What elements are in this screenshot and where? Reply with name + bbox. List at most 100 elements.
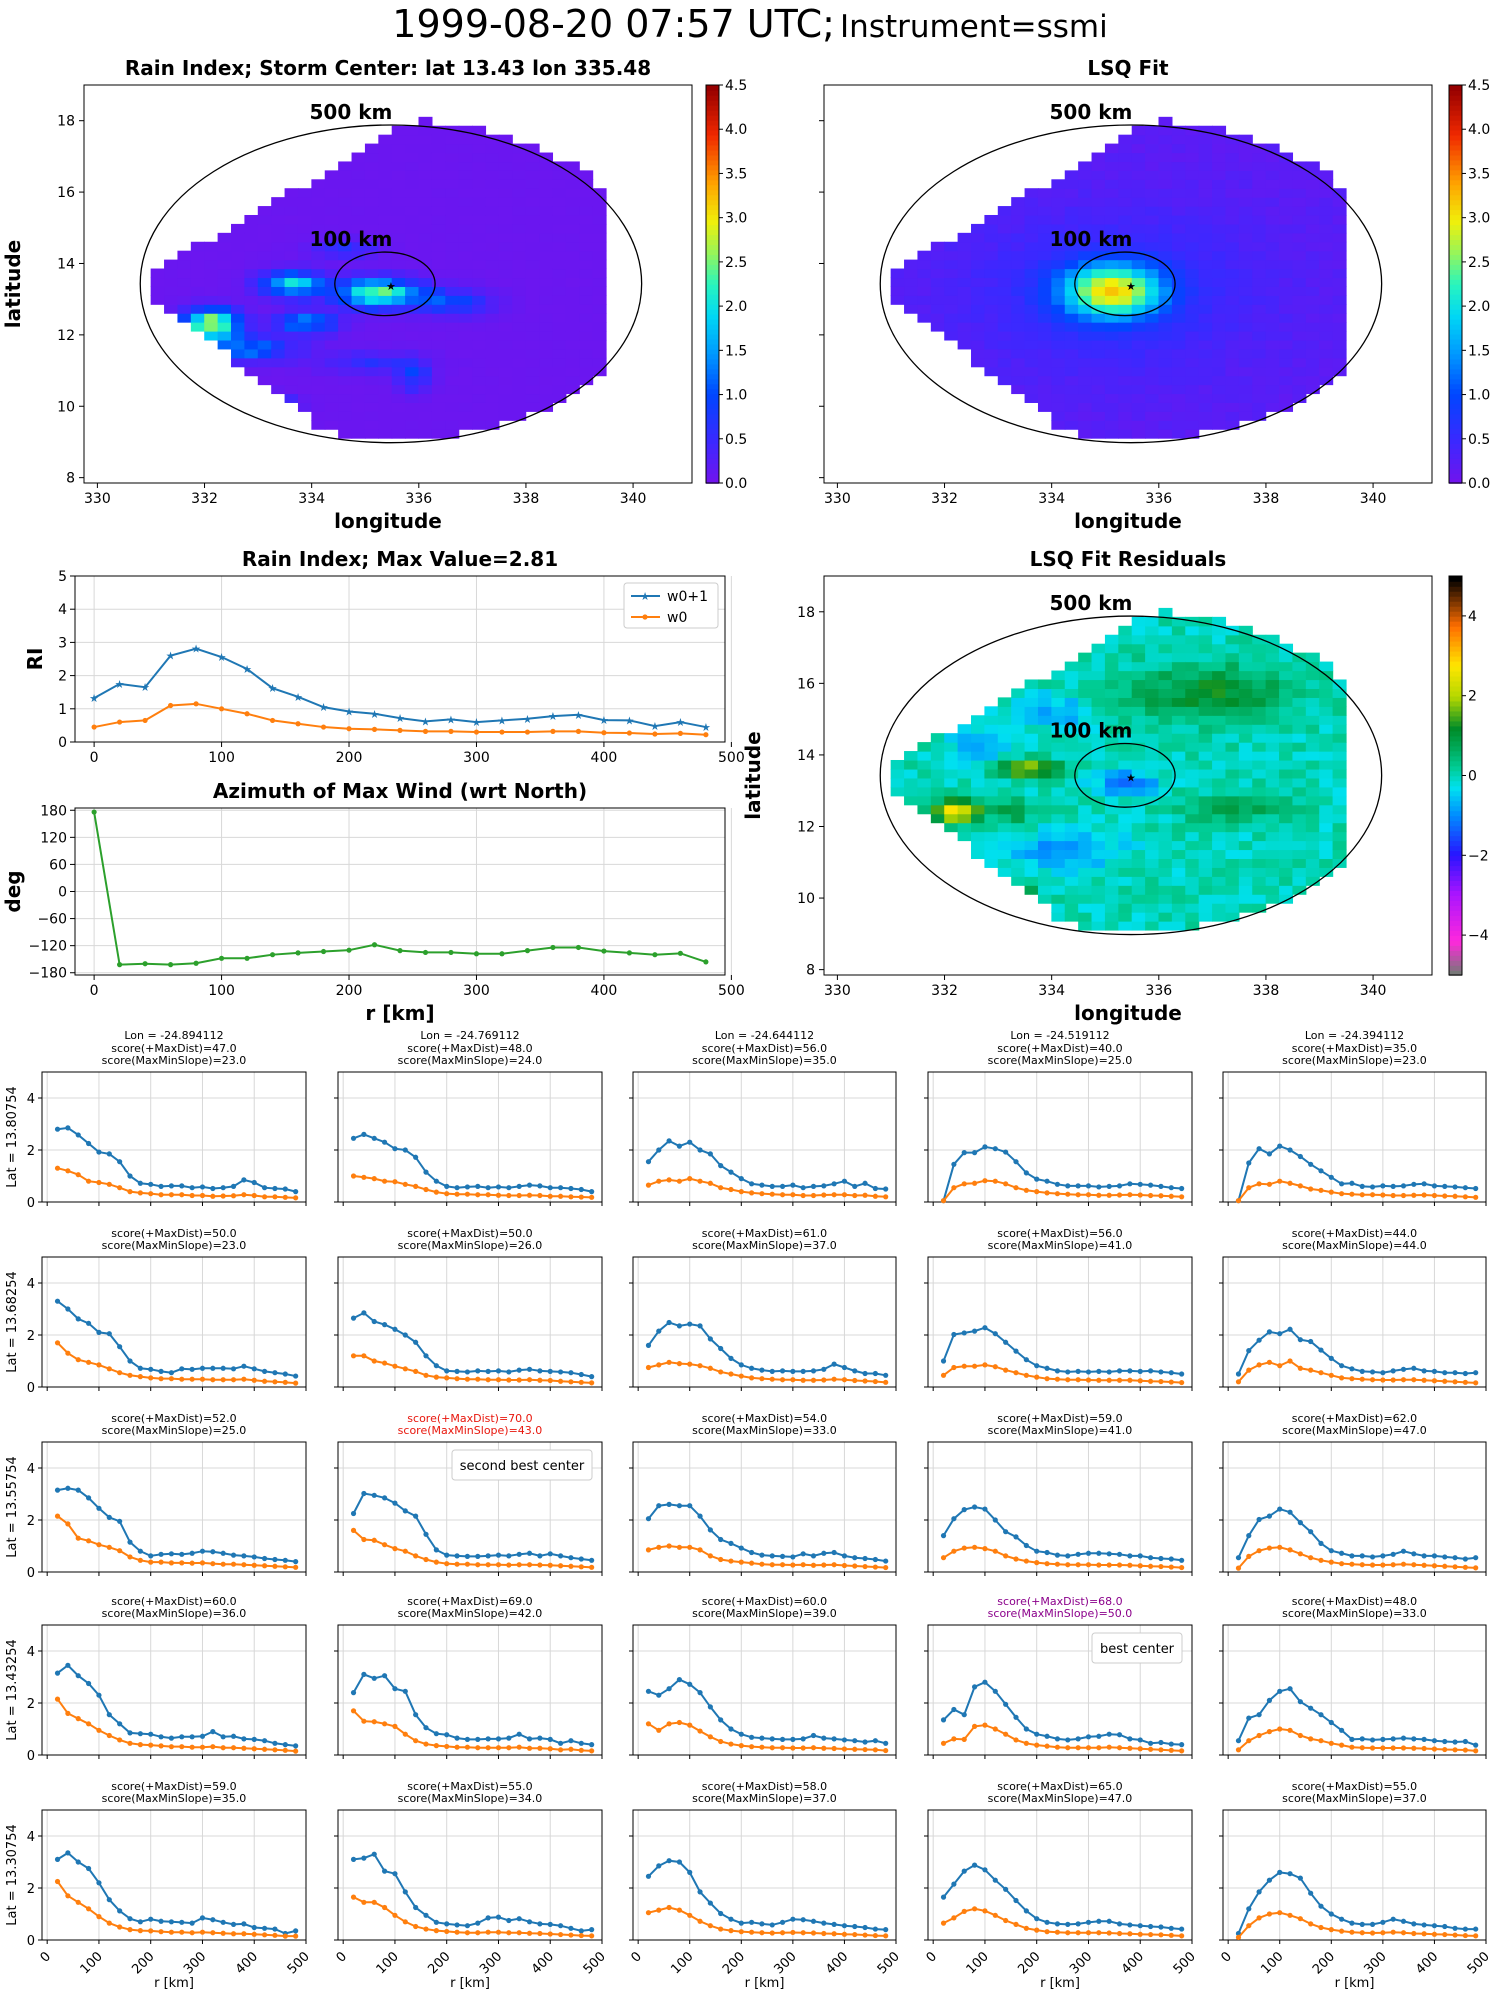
map-cell xyxy=(418,429,433,439)
map-cell xyxy=(1225,313,1240,323)
map-cell xyxy=(1198,393,1213,403)
map-cell xyxy=(1118,813,1133,824)
data-point xyxy=(589,1927,595,1933)
map-cell xyxy=(997,840,1012,851)
data-point xyxy=(1369,1737,1376,1743)
data-point xyxy=(800,1745,806,1751)
map-cell xyxy=(1305,348,1320,359)
map-cell xyxy=(1118,152,1133,163)
map-cell xyxy=(1091,420,1106,430)
data-point xyxy=(516,1916,522,1922)
data-point xyxy=(117,1924,123,1930)
map-cell xyxy=(1305,295,1320,305)
map-cell xyxy=(378,384,393,395)
map-cell xyxy=(1104,366,1119,377)
map-cell xyxy=(1064,170,1079,180)
map-cell xyxy=(1118,751,1133,761)
map-cell xyxy=(1145,179,1160,189)
map-cell xyxy=(1171,250,1186,261)
map-cell xyxy=(1292,179,1307,189)
colorbar-step xyxy=(1449,408,1462,415)
data-point xyxy=(718,1910,724,1917)
x-tick-label: 334 xyxy=(1038,491,1065,507)
colorbar-step xyxy=(1449,249,1462,255)
map-cell xyxy=(1238,322,1253,332)
map-cell xyxy=(458,339,473,350)
map-cell xyxy=(1118,170,1133,180)
data-point xyxy=(1390,1183,1396,1189)
map-cell xyxy=(472,241,487,252)
data-point xyxy=(293,1189,299,1195)
map-cell xyxy=(378,393,393,403)
data-point xyxy=(841,1192,848,1198)
data-point xyxy=(1065,1183,1071,1189)
map-cell xyxy=(1225,849,1240,859)
colorbar-step xyxy=(706,413,719,420)
map-cell xyxy=(1131,777,1146,788)
data-point xyxy=(189,1920,195,1926)
map-cell xyxy=(552,348,567,359)
map-cell xyxy=(418,125,433,136)
map-cell xyxy=(1212,759,1227,770)
map-cell xyxy=(458,322,473,332)
map-cell xyxy=(204,268,219,279)
map-cell xyxy=(364,152,379,163)
data-point xyxy=(1266,1151,1273,1157)
map-cell xyxy=(904,759,919,770)
map-cell xyxy=(418,411,433,421)
y-tick-label: 4 xyxy=(27,1462,35,1477)
data-point xyxy=(189,1366,195,1372)
map-cell xyxy=(1078,813,1093,824)
data-point xyxy=(485,1915,491,1921)
map-cell xyxy=(1064,742,1079,752)
map-cell xyxy=(351,250,366,261)
colorbar-step xyxy=(706,433,719,440)
data-point xyxy=(810,1192,817,1199)
score-maxdist: score(+MaxDist)=70.0 xyxy=(407,1412,532,1425)
map-cell xyxy=(1145,206,1160,216)
data-point xyxy=(578,1556,584,1562)
data-point xyxy=(142,961,148,967)
map-cell xyxy=(579,241,594,252)
map-cell xyxy=(1225,143,1240,154)
colorbar-step xyxy=(1449,288,1462,295)
map-cell xyxy=(311,259,326,270)
map-cell xyxy=(177,313,192,323)
map-cell xyxy=(364,393,379,403)
colorbar-step xyxy=(1449,715,1462,722)
data-point xyxy=(506,1735,512,1741)
data-point xyxy=(423,1741,429,1747)
data-point xyxy=(1442,1554,1448,1560)
map-cell xyxy=(1252,197,1267,207)
map-cell xyxy=(1265,206,1280,216)
map-cell xyxy=(525,241,540,252)
data-point xyxy=(1003,1701,1009,1707)
data-point xyxy=(992,1726,998,1732)
map-cell xyxy=(957,831,972,842)
map-cell xyxy=(1238,831,1253,842)
data-point xyxy=(54,1856,61,1862)
colorbar-step xyxy=(1449,890,1462,896)
map-cell xyxy=(1091,152,1106,163)
map-cell xyxy=(1104,197,1119,207)
map-cell xyxy=(1185,894,1200,904)
data-point xyxy=(526,1366,533,1372)
data-point xyxy=(220,1550,226,1556)
map-cell xyxy=(944,768,959,779)
data-point xyxy=(261,1185,268,1191)
colorbar-step xyxy=(706,458,719,464)
data-point xyxy=(676,1907,683,1913)
map-cell xyxy=(1104,339,1119,350)
map-cell xyxy=(930,813,945,824)
colorbar-step xyxy=(706,274,719,280)
map-cell xyxy=(177,259,192,270)
map-cell xyxy=(445,179,460,189)
data-point xyxy=(749,1734,755,1740)
data-point xyxy=(1246,1160,1252,1166)
map-cell xyxy=(498,330,513,341)
map-cell xyxy=(1332,849,1347,859)
map-cell xyxy=(1212,188,1227,198)
data-point xyxy=(738,1743,744,1749)
ring-500km xyxy=(139,124,643,444)
data-point xyxy=(821,1920,827,1926)
